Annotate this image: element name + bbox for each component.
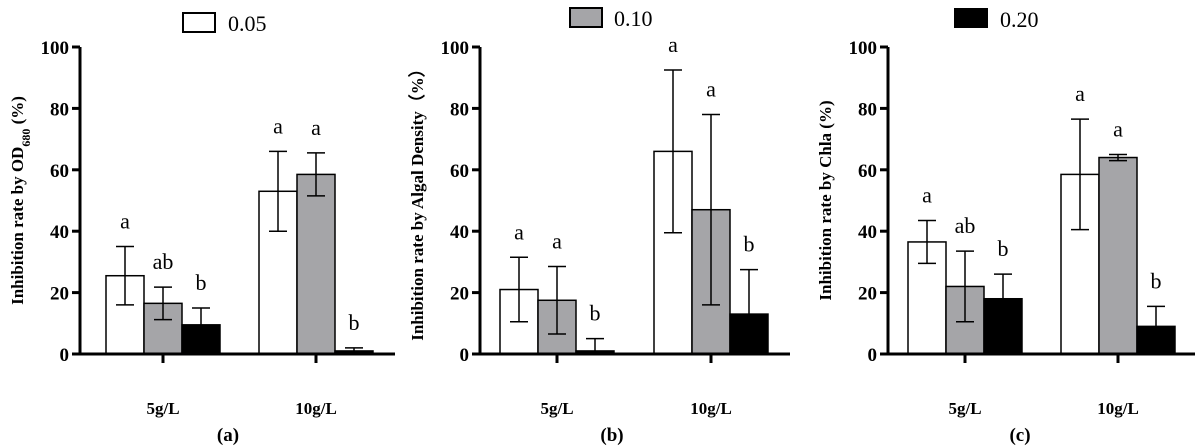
bar-0.10-10g/L <box>296 173 336 355</box>
legend-label-0.05: 0.05 <box>228 11 267 36</box>
significance-letter: b <box>349 310 360 335</box>
y-tick-label: 100 <box>849 38 878 59</box>
panel-caption: (a) <box>217 425 239 446</box>
error-bar <box>510 256 528 323</box>
error-bar <box>664 69 682 234</box>
y-tick-label: 20 <box>50 284 69 305</box>
y-tick-label: 20 <box>858 284 877 305</box>
y-tick-label: 100 <box>441 38 470 59</box>
y-tick-label: 60 <box>450 161 469 182</box>
significance-letter: b <box>196 270 207 295</box>
significance-letter: ab <box>955 213 976 238</box>
y-tick-label: 80 <box>450 99 469 120</box>
x-tick-label: 10g/L <box>295 399 337 418</box>
x-tick-label: 5g/L <box>948 399 981 418</box>
panel-b: a a b 5g/L a a b 10g/L 0 20 40 60 80 100 Inhibition ra… <box>407 32 790 446</box>
x-tick-label: 5g/L <box>540 399 573 418</box>
significance-letter: a <box>922 182 932 207</box>
y-axis-label: Inhibition rate by OD680 (%) <box>8 96 33 305</box>
error-bar <box>918 219 936 265</box>
error-bar <box>1071 118 1089 231</box>
y-tick-label: 40 <box>450 222 469 243</box>
y-axis-label: Inhibition rate by Algal Density（%） <box>407 60 427 341</box>
legend-label-0.10: 0.10 <box>614 6 653 31</box>
legend-swatch-0.05 <box>182 12 216 33</box>
legend-item-0.05: 0.05 <box>182 11 267 36</box>
error-bar <box>1147 305 1165 348</box>
y-tick-label: 0 <box>60 345 70 366</box>
significance-letter: a <box>706 77 716 102</box>
error-bar <box>1109 153 1127 162</box>
y-tick-label: 20 <box>450 284 469 305</box>
x-tick-label: 10g/L <box>690 399 732 418</box>
error-bar <box>956 250 974 323</box>
panel-caption: (b) <box>600 425 623 446</box>
error-bar <box>548 265 566 335</box>
error-bar <box>192 307 210 343</box>
y-tick-label: 60 <box>858 161 877 182</box>
y-axis-label-text: Inhibition rate by Algal Density（%） <box>407 60 427 341</box>
significance-letter: a <box>311 115 321 140</box>
error-bar <box>740 268 758 354</box>
significance-letter: a <box>668 32 678 57</box>
bar-0.20-5g/L <box>983 297 1023 355</box>
panel-caption: (c) <box>1009 425 1030 446</box>
y-tick-label: 100 <box>41 38 70 59</box>
y-tick-label: 0 <box>868 345 878 366</box>
legend-swatch-0.10 <box>569 7 603 28</box>
error-bar <box>702 113 720 306</box>
error-bar <box>307 152 325 197</box>
significance-letter: b <box>744 232 755 257</box>
y-tick-label: 80 <box>858 99 877 120</box>
y-axis-label-subscript: 680 <box>19 129 33 147</box>
y-tick-label: 40 <box>858 222 877 243</box>
significance-letter: b <box>590 301 601 326</box>
y-axis-label-unit: (%) <box>8 96 27 129</box>
y-axis-label: Inhibition rate by Chla (%) <box>816 100 835 300</box>
error-bar <box>116 245 134 306</box>
error-bar <box>586 337 604 354</box>
legend-item-0.20: 0.20 <box>954 7 1039 32</box>
error-bar <box>994 273 1012 325</box>
error-bar <box>269 150 287 232</box>
y-tick-label: 0 <box>460 345 470 366</box>
significance-letter: a <box>120 209 130 234</box>
significance-letter: ab <box>153 249 174 274</box>
legend-item-0.10: 0.10 <box>569 6 653 31</box>
x-tick-label: 10g/L <box>1097 399 1139 418</box>
y-axis-label-text: Inhibition rate by OD <box>8 147 27 305</box>
legend-swatch-0.20 <box>954 8 988 28</box>
bar-0.10-10g/L <box>1098 156 1138 355</box>
error-bar <box>154 286 172 321</box>
y-tick-label: 40 <box>50 222 69 243</box>
significance-letter: a <box>514 219 524 244</box>
legend: 0.05 0.10 0.20 <box>182 6 1039 36</box>
significance-letter: a <box>1075 81 1085 106</box>
significance-letter: b <box>1151 268 1162 293</box>
y-axis-label-text: Inhibition rate by Chla (%) <box>816 100 835 300</box>
x-tick-label: 5g/L <box>146 399 179 418</box>
significance-letter: a <box>552 229 562 254</box>
legend-label-0.20: 0.20 <box>1000 7 1039 32</box>
significance-letter: a <box>1113 116 1123 141</box>
significance-letter: b <box>998 236 1009 261</box>
y-tick-label: 80 <box>50 99 69 120</box>
y-tick-label: 60 <box>50 161 69 182</box>
significance-letter: a <box>273 113 283 138</box>
